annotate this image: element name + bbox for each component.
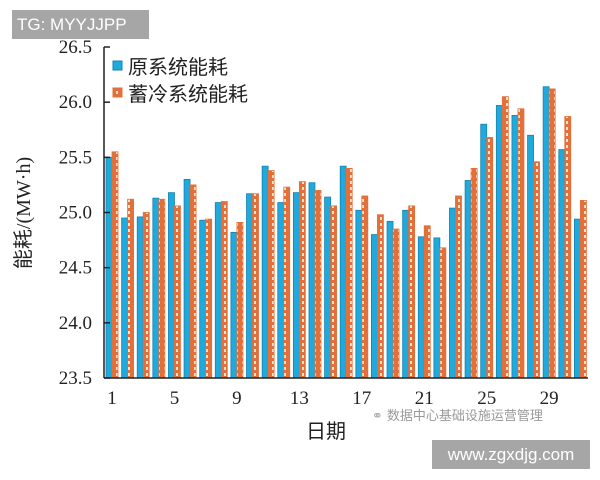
y-axis-title: 能耗/(MW·h) <box>12 157 35 269</box>
bar-storage-day-18 <box>377 214 384 379</box>
bar-original-day-3 <box>136 216 144 379</box>
bar-storage-day-12 <box>283 186 291 379</box>
bar-original-day-30 <box>558 149 566 379</box>
bar-storage-day-14 <box>314 190 322 379</box>
bar-storage-day-16 <box>345 167 353 379</box>
bar-original-day-24 <box>464 180 472 379</box>
bar-storage-day-27 <box>517 108 525 379</box>
bar-storage-day-22 <box>439 247 447 379</box>
bar-original-day-27 <box>511 115 519 379</box>
bar-original-day-2 <box>121 217 129 379</box>
legend-swatch-storage <box>112 87 123 98</box>
bar-storage-day-24 <box>470 167 478 379</box>
y-tick-label: 26.0 <box>59 92 92 113</box>
bar-storage-day-20 <box>408 205 416 379</box>
bar-storage-day-30 <box>564 116 572 379</box>
wechat-icon: ⚭ <box>372 409 383 424</box>
legend-label-original: 原系统能耗 <box>128 55 228 79</box>
bar-original-day-28 <box>527 134 534 379</box>
bar-storage-day-7 <box>205 218 213 379</box>
bar-original-day-25 <box>480 123 488 379</box>
bar-original-day-15 <box>324 196 331 379</box>
bar-original-day-6 <box>183 178 191 379</box>
bar-original-day-31 <box>573 218 581 379</box>
x-tick-label: 13 <box>290 388 309 409</box>
bar-storage-day-8 <box>220 201 228 379</box>
legend-label-storage: 蓄冷系统能耗 <box>128 82 248 106</box>
bar-storage-day-13 <box>298 181 306 379</box>
bar-original-day-22 <box>433 237 441 379</box>
bar-storage-day-3 <box>142 212 150 379</box>
bar-storage-day-2 <box>127 198 135 379</box>
bar-original-day-20 <box>402 209 410 379</box>
bar-storage-day-5 <box>174 205 181 379</box>
y-tick-label: 24.0 <box>59 313 92 334</box>
bar-storage-day-19 <box>392 228 400 379</box>
bar-original-day-12 <box>277 202 285 379</box>
bar-original-day-9 <box>230 231 238 379</box>
bar-storage-day-17 <box>361 195 369 379</box>
x-tick-label: 29 <box>540 388 559 409</box>
bar-storage-day-29 <box>548 88 556 379</box>
bar-storage-day-25 <box>486 137 494 379</box>
bar-storage-day-10 <box>252 193 259 379</box>
bars-group <box>105 86 587 379</box>
y-tick-label: 25.5 <box>59 147 92 168</box>
bar-original-day-26 <box>495 105 503 379</box>
x-tick-label: 9 <box>232 388 242 409</box>
y-tick-label: 24.5 <box>59 258 92 279</box>
bar-storage-day-21 <box>423 225 431 379</box>
x-tick-label: 5 <box>170 388 180 409</box>
bar-storage-day-4 <box>158 198 166 379</box>
bar-original-day-13 <box>292 192 300 379</box>
bar-original-day-5 <box>168 192 175 379</box>
y-tick-label: 26.5 <box>59 37 92 58</box>
bar-storage-day-23 <box>455 195 462 379</box>
watermark-wechat: ⚭ 数据中心基础设施运营管理 <box>372 405 543 424</box>
y-tick-label: 25.0 <box>59 203 92 224</box>
bar-storage-day-1 <box>111 151 119 379</box>
x-axis-title: 日期 <box>306 421 346 443</box>
x-tick-label: 21 <box>415 388 434 409</box>
legend: 原系统能耗 蓄冷系统能耗 <box>112 55 248 106</box>
bar-storage-day-26 <box>501 96 509 379</box>
bar-original-day-14 <box>308 182 316 379</box>
bar-original-day-8 <box>214 202 222 379</box>
bar-storage-day-31 <box>579 199 587 379</box>
bar-original-day-17 <box>355 209 363 379</box>
x-tick-label: 17 <box>352 388 371 409</box>
watermark-top-left: TG: MYYJJPP <box>12 10 149 39</box>
bar-original-day-10 <box>246 193 253 379</box>
bar-original-day-16 <box>339 165 347 379</box>
x-tick-label: 25 <box>477 388 496 409</box>
bar-storage-day-11 <box>267 170 275 379</box>
bar-original-day-21 <box>417 236 425 379</box>
bar-storage-day-28 <box>533 161 540 379</box>
legend-swatch-original <box>112 60 123 71</box>
bar-original-day-29 <box>542 86 550 379</box>
watermark-bottom-right: www.zgxdjg.com <box>432 440 590 469</box>
bar-original-day-4 <box>152 197 160 379</box>
bar-original-day-23 <box>449 207 456 379</box>
wechat-account-name: 数据中心基础设施运营管理 <box>386 409 543 424</box>
x-tick-label: 1 <box>107 388 117 409</box>
axes-group: 23.5 24.0 24.5 25.0 25.5 26.0 26.5 1 5 9 13 17 21 25 2… <box>59 37 588 409</box>
bar-original-day-19 <box>386 220 394 379</box>
y-tick-label: 23.5 <box>59 368 92 389</box>
bar-storage-day-15 <box>330 205 337 379</box>
bar-storage-day-6 <box>189 184 197 379</box>
bar-original-day-11 <box>261 165 269 379</box>
bar-original-day-18 <box>371 234 378 379</box>
bar-original-day-7 <box>199 219 207 379</box>
bar-storage-day-9 <box>236 222 244 379</box>
